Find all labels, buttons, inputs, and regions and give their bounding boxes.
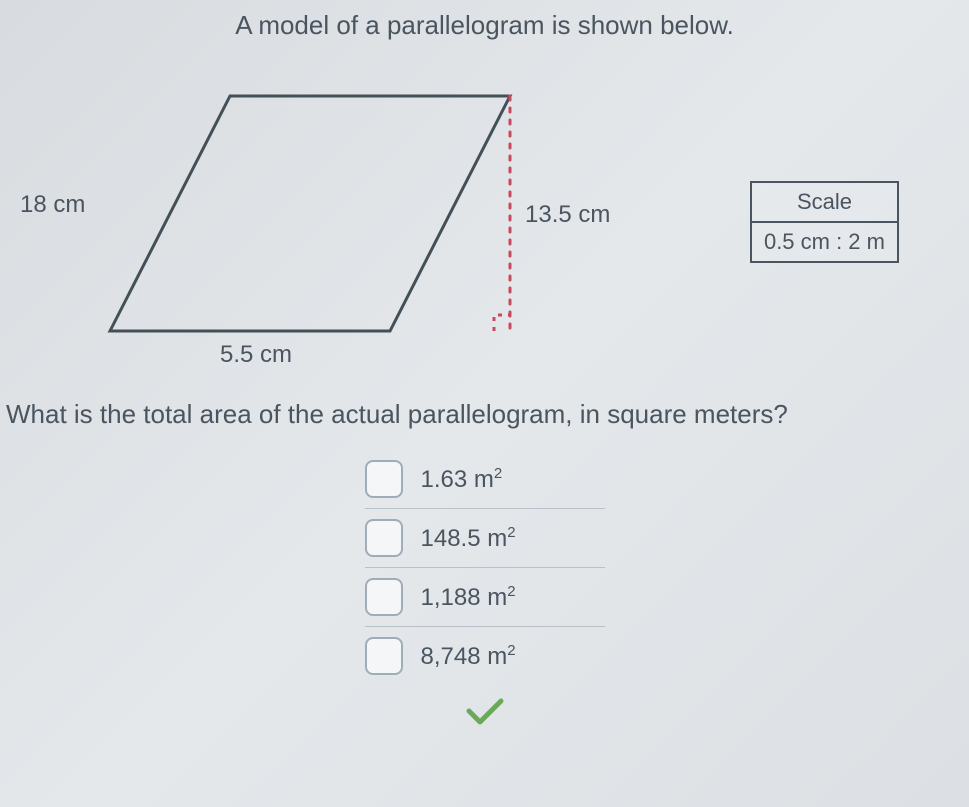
parallelogram-shape — [110, 96, 510, 331]
option-label: 1,188 m2 — [421, 583, 516, 612]
option-label: 1.63 m2 — [421, 465, 503, 494]
figure-area: 18 cm 13.5 cm 5.5 cm Scale 0.5 cm : 2 m — [0, 41, 969, 391]
problem-title: A model of a parallelogram is shown belo… — [0, 0, 969, 41]
option-row[interactable]: 1,188 m2 — [365, 568, 605, 627]
scale-header: Scale — [752, 183, 897, 223]
label-base: 5.5 cm — [220, 341, 292, 369]
scale-value: 0.5 cm : 2 m — [752, 223, 897, 261]
question-text: What is the total area of the actual par… — [0, 391, 969, 450]
checkbox[interactable] — [365, 578, 403, 616]
answer-options: 1.63 m2 148.5 m2 1,188 m2 8,748 m2 — [365, 450, 605, 685]
right-angle-marker — [494, 315, 510, 331]
label-height: 13.5 cm — [525, 201, 610, 229]
scale-box: Scale 0.5 cm : 2 m — [750, 181, 899, 263]
option-row[interactable]: 8,748 m2 — [365, 627, 605, 685]
checkbox[interactable] — [365, 519, 403, 557]
option-label: 8,748 m2 — [421, 642, 516, 671]
checkmark-icon — [465, 697, 505, 727]
option-label: 148.5 m2 — [421, 524, 516, 553]
label-side-left: 18 cm — [20, 191, 85, 219]
submit-checkmark[interactable] — [0, 697, 969, 732]
checkbox[interactable] — [365, 460, 403, 498]
checkbox[interactable] — [365, 637, 403, 675]
option-row[interactable]: 148.5 m2 — [365, 509, 605, 568]
option-row[interactable]: 1.63 m2 — [365, 450, 605, 509]
